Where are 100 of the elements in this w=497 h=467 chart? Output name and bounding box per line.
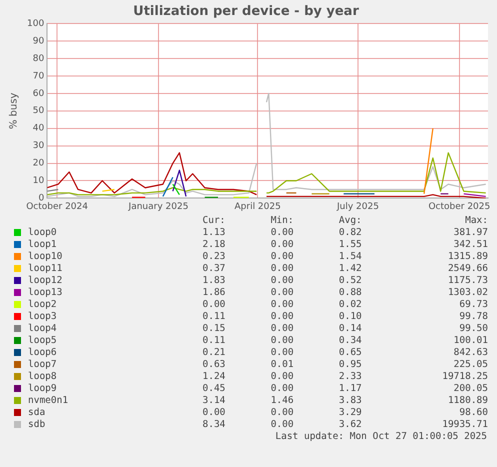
text: Cur: xyxy=(202,215,226,227)
x-tick-label: October 2025 xyxy=(428,202,490,212)
text: 99.50 xyxy=(458,323,489,335)
text: 1.83 xyxy=(202,275,226,287)
legend-label: loop9 xyxy=(27,383,58,395)
y-tick-label: 90 xyxy=(32,36,44,46)
text: 0.00 xyxy=(270,287,295,299)
text: 2.33 xyxy=(338,371,363,383)
legend-label: loop12 xyxy=(27,275,64,287)
text: 0.23 xyxy=(202,251,226,263)
y-tick-label: 40 xyxy=(32,124,44,134)
legend-label: loop11 xyxy=(27,263,64,275)
y-tick-label: 0 xyxy=(38,194,44,204)
x-tick-label: April 2025 xyxy=(234,202,281,212)
text: 0.10 xyxy=(338,311,363,323)
text: 1303.02 xyxy=(446,287,489,299)
y-tick-label: 70 xyxy=(32,71,44,82)
y-tick-label: 50 xyxy=(32,106,44,116)
text: 0.00 xyxy=(270,227,295,239)
text: 0.00 xyxy=(270,335,295,347)
text: 0.00 xyxy=(202,407,226,419)
text: 0.82 xyxy=(338,227,363,239)
text: 0.00 xyxy=(270,275,295,287)
text: 1175.73 xyxy=(446,275,489,287)
text: 0.00 xyxy=(270,419,295,431)
x-tick-label: January 2025 xyxy=(128,202,188,212)
legend-label: loop8 xyxy=(27,371,58,383)
x-tick-label: October 2024 xyxy=(26,202,88,212)
legend-label: loop5 xyxy=(27,335,58,347)
y-tick-label: 20 xyxy=(32,158,44,169)
text: 0.37 xyxy=(202,263,226,275)
text: 0.01 xyxy=(270,359,295,371)
text: 1.42 xyxy=(338,263,363,275)
legend-label: loop2 xyxy=(27,299,58,311)
text: 19718.25 xyxy=(441,371,489,383)
text: 0.11 xyxy=(202,311,226,323)
text: 0.45 xyxy=(202,383,226,395)
text: 1315.89 xyxy=(446,251,489,263)
text: 3.62 xyxy=(338,419,363,431)
y-tick-label: 10 xyxy=(32,176,44,186)
y-axis-title: % busy xyxy=(8,92,20,130)
legend-label: loop0 xyxy=(27,227,58,239)
legend-label: loop10 xyxy=(27,251,64,263)
text: 0.02 xyxy=(338,299,363,311)
text: 0.00 xyxy=(270,251,295,263)
y-tick-label: 60 xyxy=(32,88,44,99)
text: 0.00 xyxy=(270,239,295,251)
text: 0.15 xyxy=(202,323,226,335)
text: 0.21 xyxy=(202,347,226,359)
text: 0.88 xyxy=(338,287,363,299)
text: 8.34 xyxy=(202,419,226,431)
text: 842.63 xyxy=(452,347,489,359)
text: 0.11 xyxy=(202,335,226,347)
legend-label: sda xyxy=(27,407,46,419)
text: 0.00 xyxy=(270,323,295,335)
text: 0.95 xyxy=(338,359,363,371)
text: 1180.89 xyxy=(446,395,489,407)
text: Last update: Mon Oct 27 01:00:05 2025 xyxy=(274,431,487,442)
legend-label: loop4 xyxy=(27,323,58,335)
text: 0.00 xyxy=(270,347,295,359)
text: 200.05 xyxy=(452,383,489,395)
text: 1.86 xyxy=(202,287,226,299)
text: 2.18 xyxy=(202,239,226,251)
text: 0.00 xyxy=(270,311,295,323)
text: 0.00 xyxy=(270,407,295,419)
text: 0.34 xyxy=(338,335,363,347)
text: 2549.66 xyxy=(446,263,489,275)
y-tick-label: 30 xyxy=(32,141,44,152)
text: Max: xyxy=(464,215,489,227)
text: Avg: xyxy=(338,215,363,227)
legend-label: nvme0n1 xyxy=(27,395,70,407)
text: 0.14 xyxy=(338,323,363,335)
text: 0.52 xyxy=(338,275,363,287)
text: 381.97 xyxy=(452,227,489,239)
y-tick-label: 100 xyxy=(26,18,44,29)
legend-label: sdb xyxy=(27,419,46,431)
text: 0.00 xyxy=(270,383,295,395)
chart-title: Utilization per device - by year xyxy=(133,4,360,20)
text: 1.17 xyxy=(338,383,363,395)
text: 1.55 xyxy=(338,239,363,251)
text: Min: xyxy=(270,215,295,227)
legend-label: loop7 xyxy=(27,359,58,371)
text: 342.51 xyxy=(452,239,489,251)
text: 1.24 xyxy=(202,371,226,383)
text: 0.00 xyxy=(270,263,295,275)
text: 69.73 xyxy=(458,299,489,311)
text: 0.65 xyxy=(338,347,363,359)
text: 3.29 xyxy=(338,407,363,419)
text: 3.14 xyxy=(202,395,226,407)
text: 1.54 xyxy=(338,251,363,263)
y-tick-label: 80 xyxy=(32,54,44,64)
text: 0.00 xyxy=(202,299,226,311)
text: 0.00 xyxy=(270,371,295,383)
text: 0.63 xyxy=(202,359,226,371)
legend-label: loop3 xyxy=(27,311,58,323)
text: 1.13 xyxy=(202,227,226,239)
text: 19935.71 xyxy=(441,419,489,431)
text: 0.00 xyxy=(270,299,295,311)
x-tick-label: July 2025 xyxy=(336,202,379,212)
legend-label: loop1 xyxy=(27,239,58,251)
